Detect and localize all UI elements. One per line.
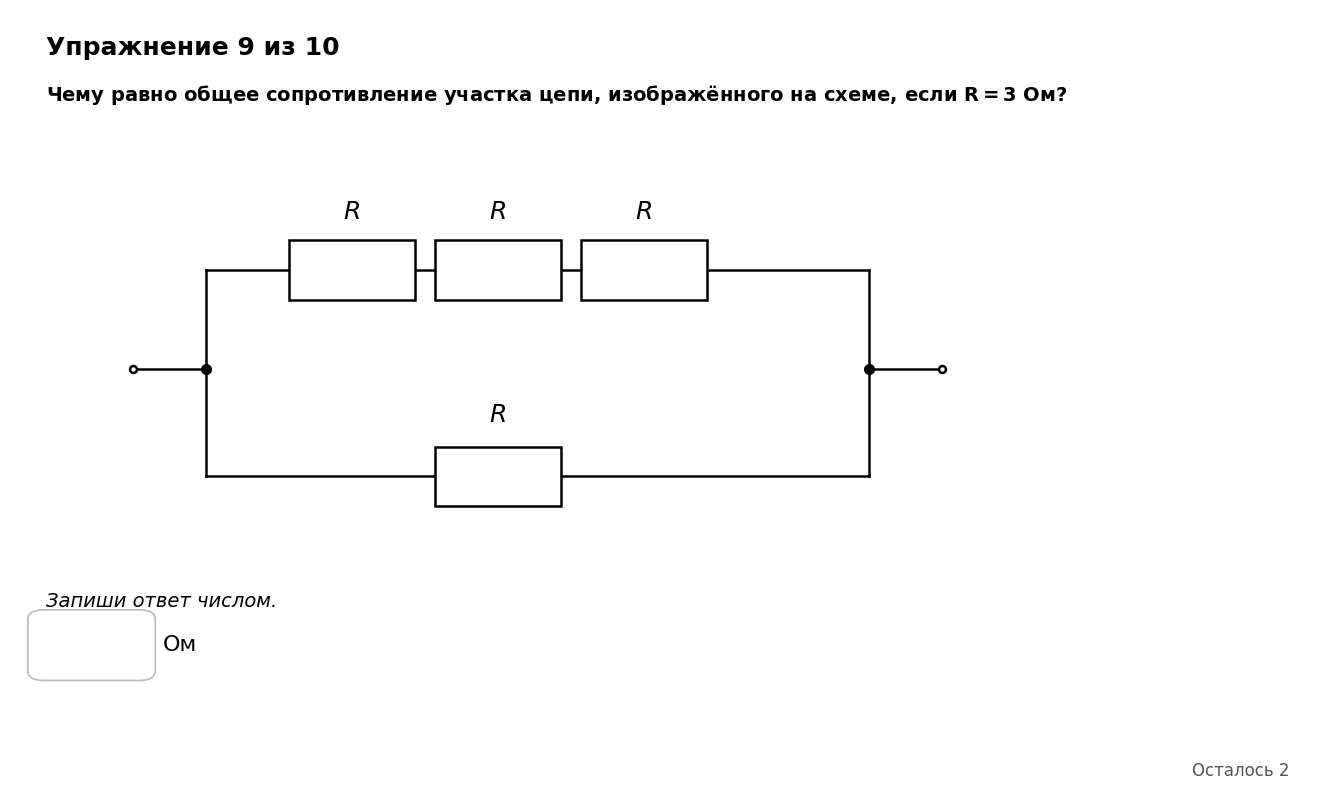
Text: Ом: Ом <box>163 635 198 655</box>
Text: $R$: $R$ <box>636 202 652 224</box>
Text: $R$: $R$ <box>490 405 506 427</box>
Bar <box>289 240 414 299</box>
Bar <box>435 240 561 299</box>
FancyBboxPatch shape <box>28 610 155 680</box>
Bar <box>581 240 706 299</box>
Text: Чему равно общее сопротивление участка цепи, изображённого на схеме, если $\math: Чему равно общее сопротивление участка ц… <box>46 83 1068 107</box>
Text: Осталось 2: Осталось 2 <box>1193 761 1290 780</box>
Bar <box>435 446 561 507</box>
Text: Запиши ответ числом.: Запиши ответ числом. <box>46 592 277 611</box>
Text: Упражнение 9 из 10: Упражнение 9 из 10 <box>46 36 340 60</box>
Text: $R$: $R$ <box>344 202 360 224</box>
Text: $R$: $R$ <box>490 202 506 224</box>
